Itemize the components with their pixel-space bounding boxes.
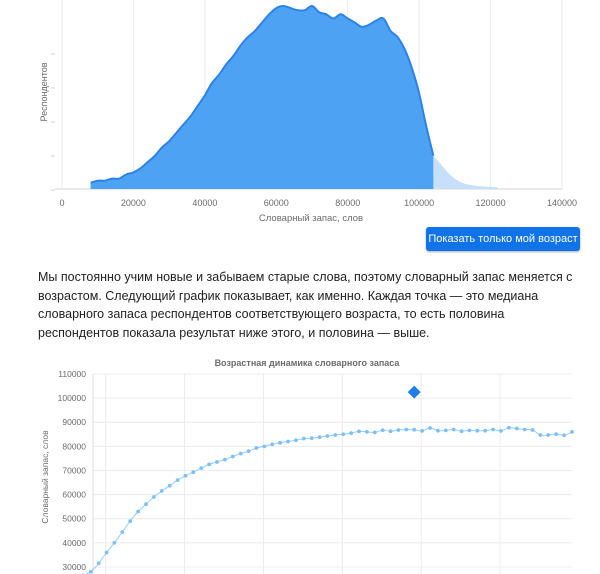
age-median-point: [459, 429, 464, 434]
age-median-point: [475, 428, 480, 433]
age-median-point: [570, 430, 574, 434]
age-median-point: [554, 432, 559, 436]
age-median-point: [199, 466, 204, 470]
age-chart-grid: [92, 373, 572, 574]
age-median-point: [215, 460, 219, 464]
age-median-point: [230, 454, 235, 459]
age-median-point: [491, 427, 495, 432]
age-median-point: [136, 509, 141, 514]
age-median-point: [112, 540, 117, 545]
distribution-x-tick-label: 80000: [335, 198, 360, 208]
age-median-point: [483, 428, 488, 433]
distribution-x-tick-label: 100000: [404, 198, 434, 208]
age-median-point: [128, 519, 133, 523]
age-median-point: [325, 434, 330, 438]
age-median-point: [223, 457, 227, 462]
age-median-point: [309, 436, 314, 441]
description-paragraph: Мы постоянно учим новые и забываем стары…: [38, 270, 573, 340]
age-median-point: [152, 495, 156, 499]
age-chart-y-tick-label: 50000: [62, 514, 86, 524]
distribution-x-tick-label: 0: [59, 198, 64, 208]
age-median-point: [159, 489, 164, 493]
age-median-point: [167, 483, 172, 488]
age-median-point: [191, 470, 196, 475]
age-median-point: [317, 435, 322, 440]
distribution-x-tick-label: 20000: [121, 198, 146, 208]
age-median-point: [507, 425, 511, 430]
age-median-line: [85, 427, 573, 574]
age-chart-y-tick-label: 80000: [62, 441, 86, 451]
age-median-point: [538, 433, 543, 437]
age-chart-y-tick-label: 40000: [62, 538, 86, 548]
age-median-point: [365, 430, 369, 434]
age-chart-y-tick-label: 100000: [58, 393, 87, 403]
age-median-point: [270, 442, 275, 447]
distribution-x-tick-label: 40000: [192, 198, 217, 208]
distribution-x-tick-label: 60000: [264, 198, 289, 208]
age-chart-y-tick-label: 30000: [62, 562, 86, 572]
age-median-point: [499, 429, 503, 433]
age-chart-y-tick-label: 110000: [58, 369, 86, 379]
age-chart-y-label: Словарный запас, слов: [40, 430, 50, 524]
age-median-point: [278, 440, 282, 445]
age-median-point: [96, 561, 101, 566]
age-median-point: [428, 426, 432, 430]
age-median-point: [436, 428, 440, 433]
user-marker-group: [407, 385, 421, 399]
age-chart-y-tick-label: 60000: [62, 490, 86, 500]
age-median-point: [372, 430, 377, 435]
age-chart-y-ticks: 30000 40000 50000 60000 70000 80000 90000 10000…: [58, 369, 87, 572]
age-median-point: [88, 569, 93, 574]
age-median-point: [294, 438, 298, 443]
age-median-point: [404, 427, 409, 432]
age-median-points: [81, 425, 574, 574]
age-chart-y-tick-label: 70000: [62, 465, 86, 475]
age-median-point: [357, 429, 361, 434]
age-median-point: [120, 530, 125, 534]
age-median-point: [254, 446, 259, 450]
age-median-point: [467, 428, 472, 433]
age-median-point: [546, 433, 551, 437]
age-median-point: [286, 439, 290, 444]
age-median-point: [301, 436, 306, 441]
age-median-point: [104, 550, 109, 555]
age-median-point: [333, 433, 338, 437]
age-median-point: [349, 431, 353, 435]
distribution-y-label: Респондентов: [39, 62, 49, 121]
age-median-point: [183, 473, 188, 478]
age-chart-y-tick-label: 90000: [62, 417, 86, 427]
age-median-point: [514, 426, 519, 431]
age-median-point: [380, 428, 385, 433]
age-median-point: [341, 432, 346, 437]
age-median-point: [412, 427, 417, 432]
age-dynamics-chart: Возрастная динамика словарного запаса 30…: [40, 358, 574, 574]
distribution-x-label: Словарный запас, слов: [259, 213, 363, 224]
age-median-point: [262, 444, 267, 449]
age-median-point: [396, 428, 401, 432]
age-median-point: [420, 429, 424, 433]
age-median-point: [530, 428, 535, 432]
distribution-area-outside: [433, 155, 498, 189]
distribution-outline: [90, 4, 435, 184]
distribution-x-ticks: 0 20000 40000 60000 80000 100000 120000 140000: [59, 198, 577, 208]
age-median-point: [443, 428, 448, 433]
age-median-point: [562, 433, 566, 438]
age-median-point: [144, 502, 148, 507]
age-median-point: [388, 429, 393, 434]
distribution-x-tick-label: 120000: [476, 198, 506, 208]
distribution-area: [90, 5, 434, 189]
age-median-point: [246, 449, 251, 454]
age-chart-title: Возрастная динамика словарного запаса: [215, 358, 401, 368]
user-vocabulary-marker[interactable]: [407, 385, 421, 399]
vocabulary-distribution-chart: 0 20000 40000 60000 80000 100000 120000 140000 …: [39, 0, 577, 224]
age-median-point: [238, 451, 243, 456]
age-median-point: [522, 427, 527, 432]
age-median-point: [451, 427, 456, 432]
distribution-x-tick-label: 140000: [547, 198, 577, 208]
show-my-age-button[interactable]: Показать только мой возраст: [426, 227, 580, 251]
age-median-point: [207, 462, 212, 467]
age-median-point: [175, 478, 180, 482]
